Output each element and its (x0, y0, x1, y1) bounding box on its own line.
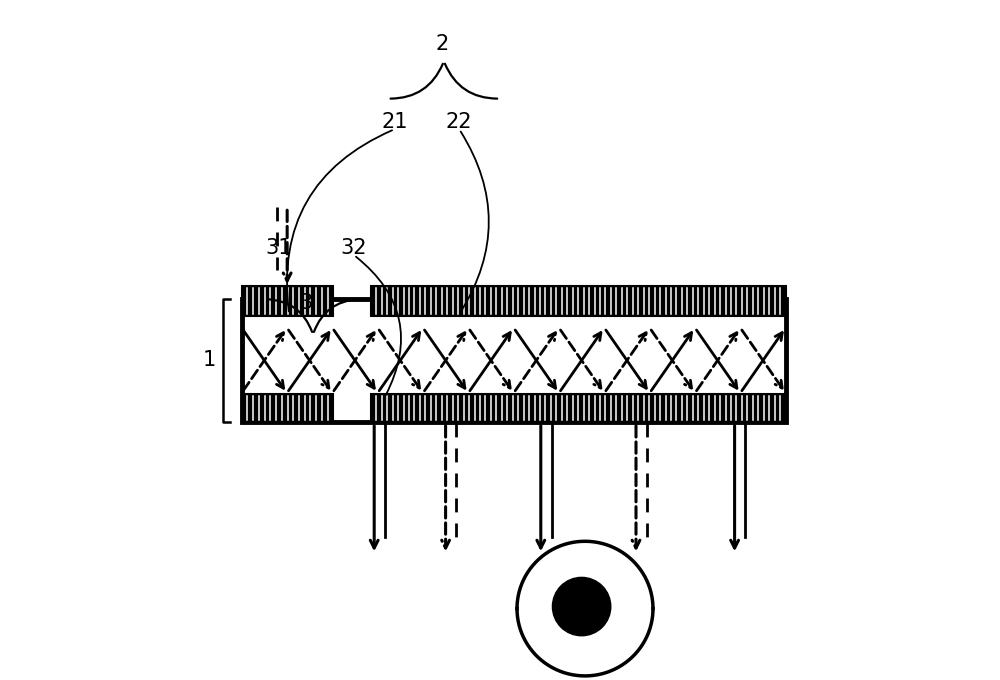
Text: 32: 32 (341, 238, 367, 258)
Text: 22: 22 (446, 112, 472, 133)
Bar (242, 299, 786, 422)
Bar (242, 286, 333, 316)
Bar (371, 394, 786, 422)
Bar (242, 394, 333, 422)
Bar (371, 286, 786, 316)
Text: 3: 3 (300, 292, 313, 313)
Text: 31: 31 (266, 238, 292, 258)
Text: 21: 21 (381, 112, 408, 133)
Text: 2: 2 (436, 34, 449, 54)
Circle shape (552, 577, 611, 636)
Text: 1: 1 (202, 350, 216, 371)
